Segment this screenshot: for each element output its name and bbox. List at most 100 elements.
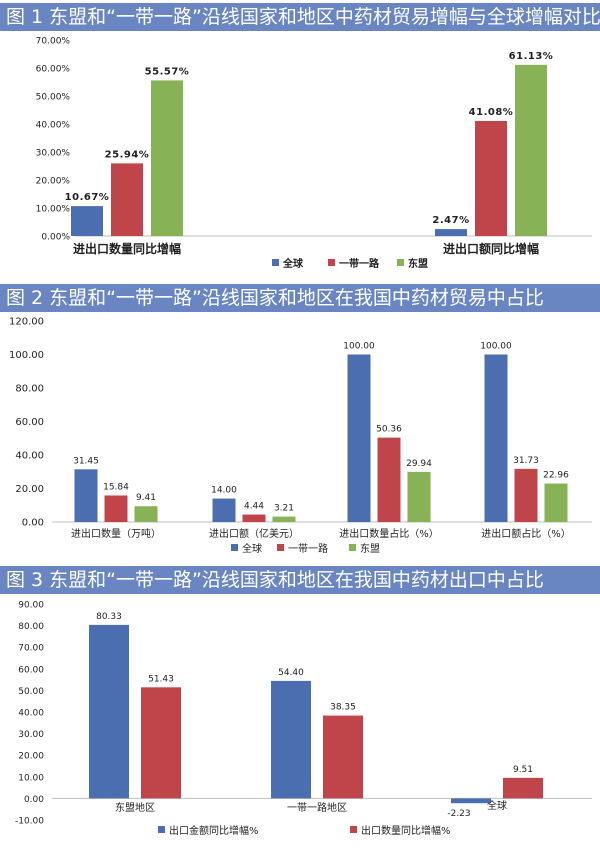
chart1-ytick-label: 70.00%: [36, 37, 71, 47]
chart2-ytick-label: 120.00: [9, 317, 44, 328]
chart3-data-label: 9.51: [513, 765, 533, 775]
chart3-bar: [451, 798, 491, 804]
chart2-data-label: 100.00: [480, 342, 512, 352]
chart3-ytick-label: 80.00: [18, 622, 44, 632]
chart2-bar: [514, 468, 538, 522]
chart3-bar: [141, 687, 181, 799]
chart2-bar: [272, 516, 296, 522]
chart1-legend-label: 东盟: [408, 257, 428, 270]
chart1-title: 图 1 东盟和“一带一路”沿线国家和地区中药材贸易增幅与全球增幅对比: [0, 3, 600, 31]
chart3-ytick-label: 20.00: [18, 752, 44, 762]
chart3-ytick-label: 30.00: [18, 730, 44, 740]
chart2-data-label: 9.41: [136, 493, 156, 503]
chart3-bar: [89, 624, 129, 799]
chart2-data-label: 4.44: [244, 502, 264, 512]
chart2-data-label: 50.36: [376, 425, 402, 435]
chart2-data-label: 31.45: [73, 456, 99, 466]
chart1-bar: [435, 229, 467, 236]
chart2-ytick-label: 100.00: [9, 350, 44, 361]
chart1-data-label: 2.47%: [432, 215, 469, 226]
chart2-data-label: 15.84: [103, 482, 129, 492]
chart2-ytick-label: 40.00: [15, 451, 44, 462]
chart3-title: 图 3 东盟和“一带一路”沿线国家和地区在我国中药材出口中占比: [0, 566, 600, 594]
chart1-ytick-label: 20.00%: [36, 177, 71, 187]
chart3-ytick-label: 90.00: [18, 601, 44, 611]
chart1-ytick-label: 40.00%: [36, 121, 71, 131]
chart2-bar: [544, 483, 568, 522]
chart1-ytick-label: 0.00%: [41, 233, 70, 243]
chart3-data-label: 54.40: [278, 668, 304, 678]
chart2-ytick-label: 20.00: [15, 484, 44, 495]
chart1: 0.00% 10.00% 20.00% 30.00% 40.00% 50.00% 60.00…: [36, 37, 592, 270]
chart2-bar: [407, 471, 431, 522]
chart1-data-label: 25.94%: [105, 149, 150, 160]
chart1-bar: [111, 163, 143, 236]
chart3-data-label: -2.23: [447, 809, 470, 819]
chart2-legend-swatch: [231, 544, 238, 551]
chart3-bar: [503, 777, 543, 799]
chart2: 0.00 20.00 40.00 60.00 80.00 100.00 120.00 31.4…: [9, 317, 592, 555]
chart3-legend-swatch: [158, 826, 165, 833]
chart2-bar: [377, 437, 401, 522]
chart3-legend-label: 出口金额同比增幅%: [169, 824, 259, 837]
chart1-data-label: 61.13%: [509, 51, 554, 62]
chart1-ytick-label: 50.00%: [36, 93, 71, 103]
chart1-data-label: 10.67%: [65, 192, 110, 203]
chart3: -10.00 0.00 10.00 20.00 30.00 40.00 50.00 60.00…: [15, 601, 592, 837]
chart3-bar: [323, 715, 363, 799]
chart2-legend-label: 全球: [242, 542, 262, 555]
chart3-category-label: 东盟地区: [115, 801, 155, 814]
chart3-category-label: 一带一路地区: [287, 801, 347, 814]
chart1-bar: [515, 64, 547, 236]
chart1-legend-swatch: [397, 259, 404, 266]
chart2-category-label: 进出口数量（万吨）: [71, 527, 161, 540]
chart3-ytick-label: 70.00: [18, 644, 44, 654]
chart3-category-label: 全球: [487, 799, 507, 812]
chart2-bar: [104, 495, 128, 522]
chart3-ytick-label: 50.00: [18, 687, 44, 697]
chart2-data-label: 31.73: [513, 456, 539, 466]
chart3-ytick-label: -10.00: [15, 817, 44, 827]
chart3-ytick-label: 0.00: [24, 795, 44, 805]
chart1-data-label: 55.57%: [145, 66, 190, 77]
chart2-bar: [242, 514, 266, 522]
chart2-bar: [347, 354, 371, 522]
chart2-category-label: 进出口额占比（%）: [481, 527, 571, 540]
chart1-legend-swatch: [272, 259, 279, 266]
chart3-data-label: 51.43: [148, 674, 174, 684]
chart2-category-label: 进出口额（亿美元）: [209, 527, 299, 540]
chart2-bar: [212, 498, 236, 522]
chart1-category-label: 进出口数量同比增幅: [73, 241, 181, 256]
chart2-ytick-label: 60.00: [15, 417, 44, 428]
chart1-legend-swatch: [328, 259, 335, 266]
chart2-legend-label: 东盟: [360, 542, 380, 555]
chart1-ytick-label: 30.00%: [36, 149, 71, 159]
chart2-data-label: 14.00: [211, 486, 237, 496]
chart2-legend-swatch: [277, 544, 284, 551]
chart3-data-label: 38.35: [330, 703, 356, 713]
chart2-bar: [134, 506, 158, 522]
chart1-category-label: 进出口额同比增幅: [443, 241, 539, 256]
chart2-title: 图 2 东盟和“一带一路”沿线国家和地区在我国中药材贸易中占比: [0, 284, 600, 312]
chart3-bar: [271, 680, 311, 799]
chart2-data-label: 100.00: [343, 342, 375, 352]
chart3-legend-label: 出口数量同比增幅%: [361, 824, 451, 837]
chart1-ytick-label: 60.00%: [36, 65, 71, 75]
chart3-ytick-label: 10.00: [18, 773, 44, 783]
chart2-data-label: 3.21: [274, 504, 294, 514]
chart2-bar: [484, 354, 508, 522]
chart3-ytick-label: 60.00: [18, 665, 44, 675]
chart1-bar: [475, 120, 507, 236]
chart1-legend-label: 全球: [282, 257, 304, 270]
chart2-legend-label: 一带一路: [288, 542, 328, 555]
chart3-legend-swatch: [350, 826, 357, 833]
chart2-category-label: 进出口数量占比（%）: [339, 527, 439, 540]
chart2-bar: [74, 469, 98, 522]
chart1-data-label: 41.08%: [469, 107, 514, 118]
chart3-ytick-label: 40.00: [18, 709, 44, 719]
chart2-ytick-label: 0.00: [22, 518, 44, 529]
chart1-bar: [71, 206, 103, 236]
chart1-bar: [151, 80, 183, 237]
chart2-data-label: 29.94: [406, 459, 432, 469]
chart3-data-label: 80.33: [96, 612, 122, 622]
